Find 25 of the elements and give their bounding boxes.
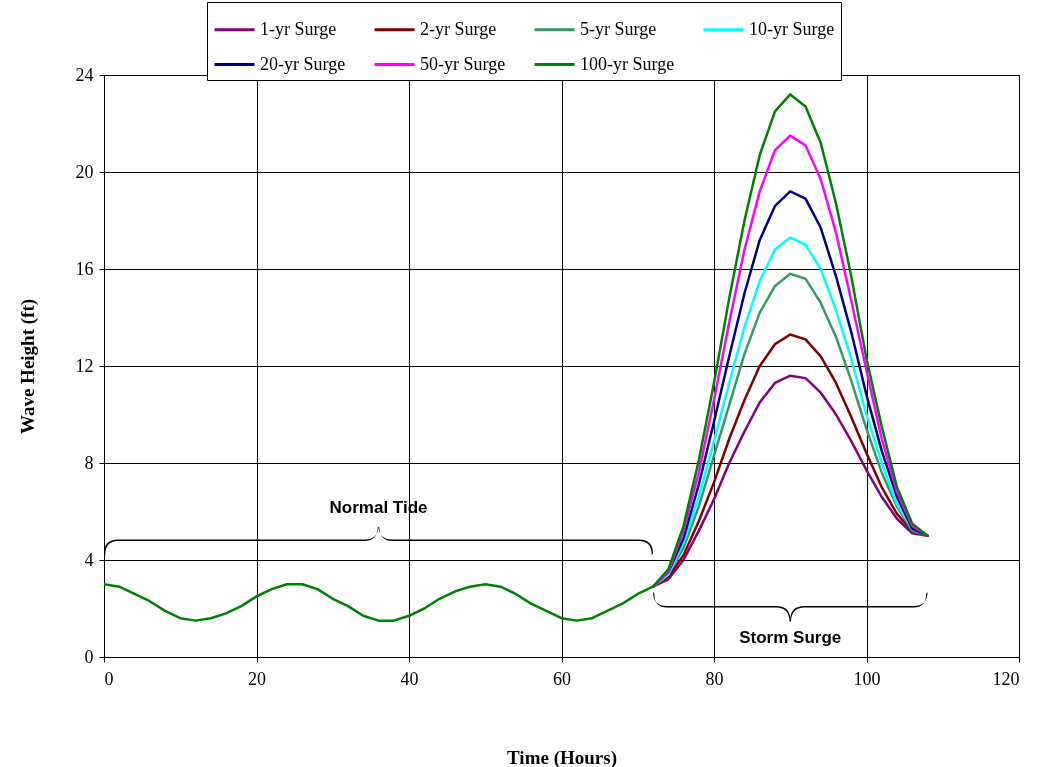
- x-tick-label: 0: [104, 668, 114, 689]
- legend-label: 10-yr Surge: [749, 18, 835, 39]
- x-axis-title: Time (Hours): [507, 746, 617, 767]
- line-series: [104, 93, 929, 622]
- x-tick-label: 40: [400, 668, 419, 689]
- x-tick-label: 100: [853, 668, 881, 689]
- y-tick-label: 8: [84, 452, 94, 473]
- legend-label: 5-yr Surge: [580, 18, 657, 39]
- y-tick-label: 20: [75, 161, 94, 182]
- y-tick-label: 16: [75, 258, 94, 279]
- y-tick-label: 12: [75, 355, 94, 376]
- x-tick-label: 60: [553, 668, 571, 689]
- legend-label: 100-yr Surge: [580, 53, 675, 74]
- x-tick-label: 20: [248, 668, 266, 689]
- y-axis-title: Wave Height (ft): [16, 298, 39, 435]
- legend-label: 1-yr Surge: [260, 18, 337, 39]
- legend-label: 20-yr Surge: [260, 53, 346, 74]
- y-tick-label: 0: [84, 646, 94, 667]
- y-tick-label: 24: [75, 64, 94, 85]
- legend-label: 2-yr Surge: [420, 18, 497, 39]
- x-tick-label: 120: [992, 668, 1020, 689]
- y-tick-label: 4: [84, 549, 94, 570]
- legend-label: 50-yr Surge: [420, 53, 506, 74]
- x-tick-label: 80: [705, 668, 724, 689]
- annotation: Storm Surge: [739, 628, 842, 648]
